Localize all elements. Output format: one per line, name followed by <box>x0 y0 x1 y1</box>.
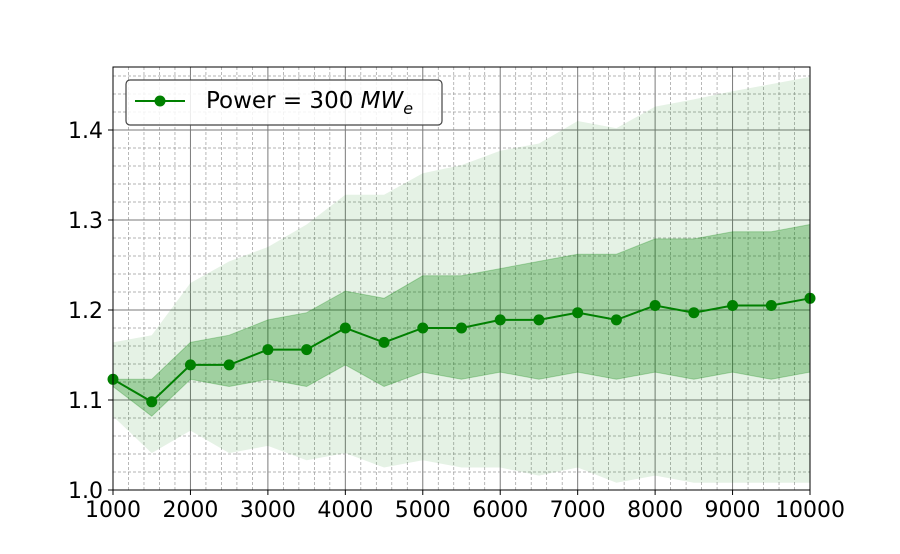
data-point <box>184 359 196 371</box>
data-point <box>301 344 313 356</box>
x-tick-label: 3000 <box>240 498 296 523</box>
data-point <box>649 300 661 311</box>
data-point <box>572 307 584 319</box>
data-point <box>610 314 622 326</box>
x-tick-label: 9000 <box>705 498 761 523</box>
x-tick-label: 6000 <box>472 498 528 523</box>
data-point <box>262 344 274 356</box>
x-tick-label: 1000 <box>85 498 141 523</box>
data-point <box>223 359 235 371</box>
x-tick-label: 4000 <box>317 498 373 523</box>
legend-label-prefix: Power = 300 <box>206 88 361 114</box>
x-tick-label: 8000 <box>627 498 683 523</box>
legend-box <box>125 79 443 126</box>
x-tick-label: 5000 <box>395 498 451 523</box>
axis-ticks: 1000 2000 3000 4000 5000 6000 7000 8000 9000 1000… <box>68 119 845 523</box>
y-tick-label: 1.3 <box>68 209 103 234</box>
data-point <box>533 314 545 326</box>
legend-point-marker <box>154 95 166 107</box>
y-tick-label: 1.0 <box>68 479 103 504</box>
data-point <box>688 307 700 319</box>
outer-confidence-band <box>113 76 810 483</box>
plot-frame <box>112 66 811 491</box>
data-point <box>494 314 506 326</box>
data-point <box>146 396 158 408</box>
legend: Power = 300 MWe <box>125 79 443 126</box>
y-tick-label: 1.4 <box>68 119 103 144</box>
x-tick-label: 7000 <box>550 498 606 523</box>
y-tick-label: 1.1 <box>68 389 103 414</box>
confidence-bands <box>112 76 811 483</box>
data-point <box>765 300 777 311</box>
data-point <box>456 322 467 334</box>
x-tick-label: 2000 <box>162 498 218 523</box>
data-point <box>417 322 429 334</box>
y-tick-label: 1.2 <box>68 299 103 324</box>
legend-label-subscript: e <box>403 99 413 118</box>
legend-label-main: MW <box>361 88 405 114</box>
legend-label: Power = 300 MWe <box>206 88 413 118</box>
series-points <box>107 292 816 408</box>
data-point <box>727 300 739 311</box>
data-point <box>339 322 351 334</box>
x-tick-label: 10000 <box>775 498 845 523</box>
data-point <box>378 336 390 348</box>
